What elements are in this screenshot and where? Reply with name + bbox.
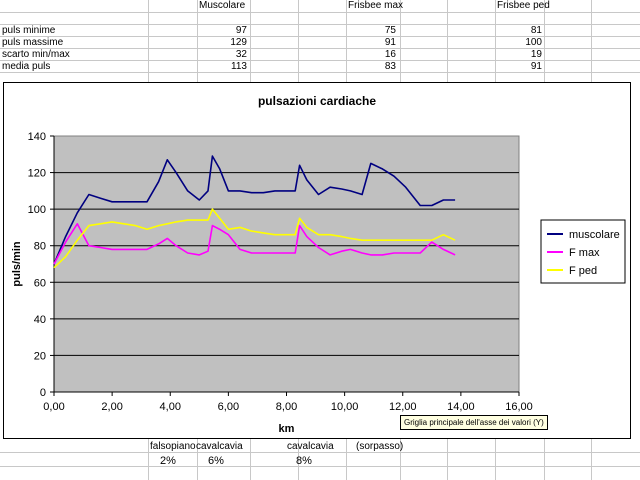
- chart-title: pulsazioni cardiache: [258, 94, 376, 108]
- row-gridline: [0, 36, 640, 37]
- row-gridline: [0, 24, 640, 25]
- gridline-tooltip: Griglia principale dell'asse dei valori …: [400, 415, 548, 430]
- note-label[interactable]: (sorpasso): [356, 441, 404, 452]
- y-tick-label: 140: [28, 131, 46, 143]
- x-tick-label: 16,00: [505, 401, 533, 413]
- y-tick-label: 80: [34, 241, 46, 253]
- legend[interactable]: muscolare F max F ped: [540, 219, 626, 284]
- x-tick-label: 10,00: [331, 401, 359, 413]
- x-tick-label: 4,00: [160, 401, 181, 413]
- cell-value[interactable]: 19: [530, 49, 542, 60]
- plot-area[interactable]: [53, 135, 520, 393]
- row-label[interactable]: scarto min/max: [2, 49, 70, 60]
- row-label[interactable]: puls minime: [2, 25, 56, 36]
- y-tick-label: 120: [28, 168, 46, 180]
- line-chart[interactable]: pulsazioni cardiache 020406080100120140 …: [4, 83, 630, 438]
- row-label[interactable]: puls massime: [2, 37, 64, 48]
- x-tick-label: 0,00: [43, 401, 64, 413]
- cell-value[interactable]: 81: [530, 25, 542, 36]
- series-line-muscolare: [53, 155, 456, 265]
- legend-item-label: muscolare: [569, 229, 620, 241]
- cell-value[interactable]: 129: [230, 37, 247, 48]
- cell-value[interactable]: 91: [530, 61, 542, 72]
- note-label[interactable]: cavalcavia: [287, 441, 334, 452]
- cell-value[interactable]: 97: [235, 25, 247, 36]
- cell-value[interactable]: 91: [384, 37, 396, 48]
- series-line-f-max: [53, 223, 456, 265]
- legend-item-label: F ped: [569, 265, 597, 277]
- y-tick-label: 0: [40, 387, 46, 399]
- x-axis-label: km: [279, 423, 295, 435]
- row-gridline: [0, 12, 640, 13]
- x-tick-label: 12,00: [389, 401, 417, 413]
- legend-item-label: F max: [569, 247, 600, 259]
- x-tick-label: 14,00: [447, 401, 475, 413]
- cell-value[interactable]: 100: [525, 37, 542, 48]
- y-tick-label: 100: [28, 204, 46, 216]
- note-percent[interactable]: 2%: [160, 455, 176, 467]
- y-tick-label: 60: [34, 277, 46, 289]
- note-percent[interactable]: 6%: [208, 455, 224, 467]
- cell-value[interactable]: 75: [384, 25, 396, 36]
- note-label[interactable]: falsopiano: [150, 441, 196, 452]
- note-percent[interactable]: 8%: [296, 455, 312, 467]
- cell-value[interactable]: 113: [231, 61, 247, 72]
- row-gridline: [0, 466, 640, 467]
- chart-object[interactable]: pulsazioni cardiache 0 20 40 60 80 100 120 140 …: [3, 82, 631, 439]
- row-gridline: [0, 452, 640, 453]
- x-tick-label: 6,00: [218, 401, 239, 413]
- row-label[interactable]: media puls: [2, 61, 51, 72]
- x-tick-label: 8,00: [276, 401, 297, 413]
- y-axis-label: puls/min: [11, 241, 23, 287]
- header-frisbee-max[interactable]: Frisbee max: [348, 0, 404, 11]
- y-tick-label: 20: [34, 350, 46, 362]
- cell-value[interactable]: 32: [235, 49, 247, 60]
- y-tick-label: 40: [34, 314, 46, 326]
- x-tick-label: 2,00: [101, 401, 122, 413]
- series-line-f-ped: [53, 208, 456, 269]
- row-gridline: [0, 48, 640, 49]
- row-gridline: [0, 72, 640, 73]
- note-label[interactable]: cavalcavia: [196, 441, 243, 452]
- header-muscolare[interactable]: Muscolare: [199, 0, 246, 11]
- cell-value[interactable]: 83: [384, 61, 396, 72]
- header-frisbee-ped[interactable]: Frisbee ped: [497, 0, 550, 11]
- cell-value[interactable]: 16: [384, 49, 396, 60]
- row-gridline: [0, 60, 640, 61]
